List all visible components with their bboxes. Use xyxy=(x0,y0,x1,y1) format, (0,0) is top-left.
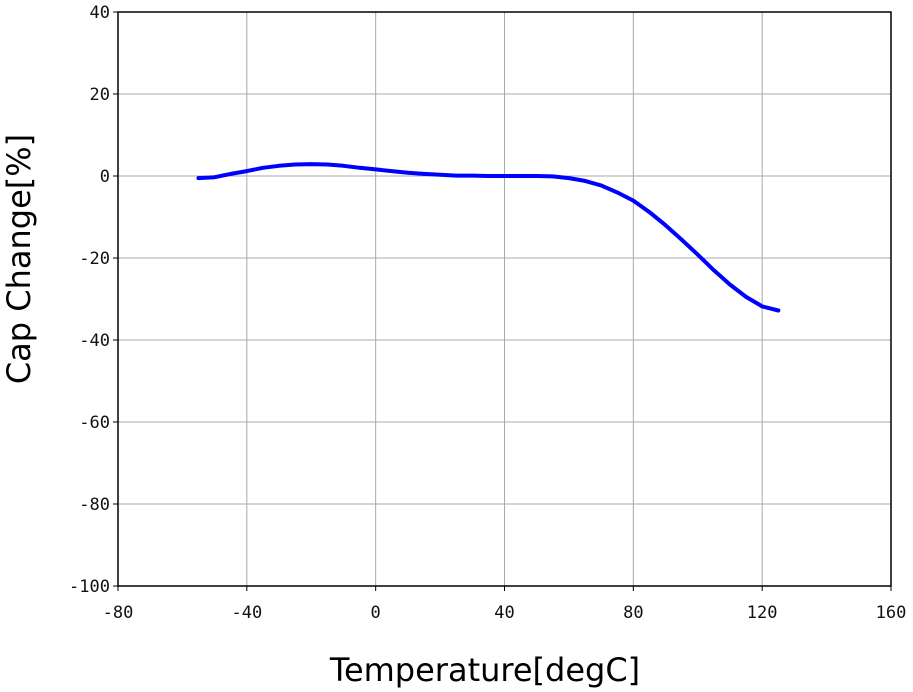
data-point xyxy=(293,162,297,167)
x-tick-label: 0 xyxy=(371,603,381,623)
x-tick-label: 120 xyxy=(747,603,778,623)
x-axis-ticks: -80 -40 0 40 80 120 160 xyxy=(103,586,907,623)
data-point xyxy=(647,210,652,214)
y-tick-label: 40 xyxy=(90,3,110,23)
y-axis-title: Cap Change[%] xyxy=(0,134,38,384)
data-point xyxy=(422,172,426,176)
data-point xyxy=(728,282,732,287)
data-point xyxy=(325,162,330,167)
data-point xyxy=(615,190,620,195)
data-point xyxy=(679,237,684,242)
x-tick-label: -80 xyxy=(103,603,134,623)
data-point xyxy=(470,173,475,178)
data-point xyxy=(567,176,571,180)
data-point xyxy=(712,268,716,273)
y-tick-label: 20 xyxy=(90,85,110,105)
data-point xyxy=(245,169,249,173)
data-point xyxy=(534,174,539,178)
data-point xyxy=(599,183,603,188)
x-tick-label: 160 xyxy=(876,603,907,623)
data-point xyxy=(486,174,491,178)
data-point xyxy=(309,162,314,166)
data-point xyxy=(438,172,442,177)
x-axis-title: Temperature[degC] xyxy=(329,651,640,689)
data-point xyxy=(373,167,378,172)
data-point xyxy=(454,173,458,178)
y-tick-label: -40 xyxy=(79,331,110,351)
x-tick-label: -40 xyxy=(231,603,262,623)
grid-lines xyxy=(118,12,891,586)
data-point xyxy=(277,163,281,168)
x-tick-label: 40 xyxy=(494,603,514,623)
data-point xyxy=(357,166,362,170)
data-point xyxy=(212,175,217,180)
data-point xyxy=(551,174,555,179)
data-point xyxy=(341,163,346,168)
y-tick-label: -20 xyxy=(79,249,110,269)
data-point xyxy=(518,174,523,178)
data-point xyxy=(583,179,587,183)
data-point xyxy=(663,223,668,227)
y-axis-ticks: 40 20 0 -20 -40 -60 -80 -100 xyxy=(69,3,118,597)
data-point xyxy=(406,170,410,175)
y-tick-label: -100 xyxy=(69,577,110,597)
y-tick-label: -60 xyxy=(79,413,110,433)
data-point xyxy=(261,166,265,170)
data-point xyxy=(695,252,700,257)
y-tick-label: 0 xyxy=(100,167,110,187)
data-point xyxy=(389,169,394,173)
data-point xyxy=(744,295,748,299)
data-point xyxy=(776,308,781,313)
x-tick-label: 80 xyxy=(623,603,643,623)
data-point xyxy=(760,304,764,309)
data-point xyxy=(196,176,201,180)
data-point xyxy=(631,198,636,203)
data-point xyxy=(228,172,233,176)
series-group xyxy=(196,162,781,313)
y-tick-label: -80 xyxy=(79,495,110,515)
data-point xyxy=(502,174,507,178)
